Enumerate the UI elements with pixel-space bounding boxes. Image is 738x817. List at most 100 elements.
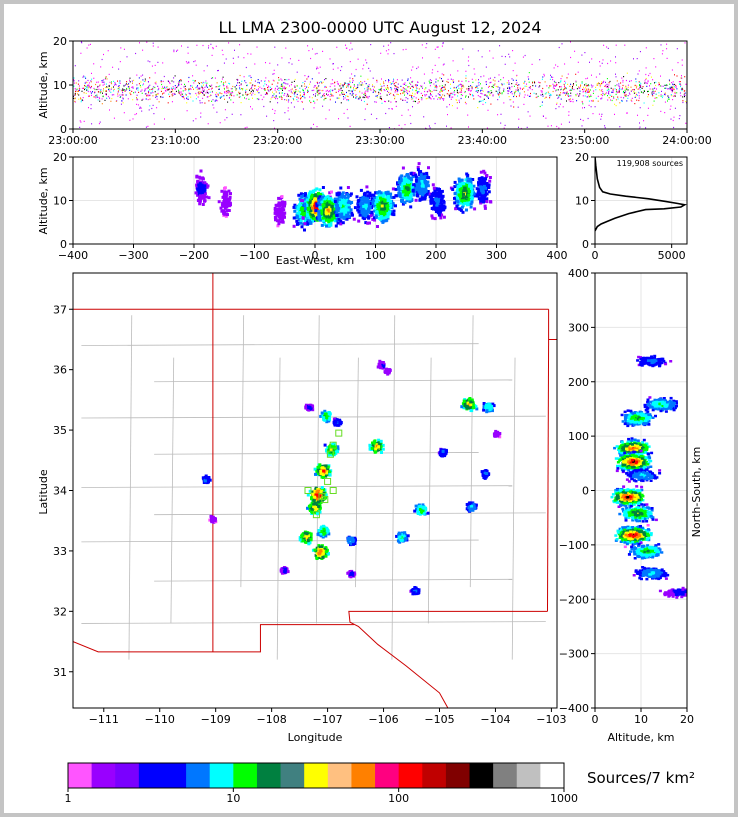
time-height-source-dot bbox=[639, 122, 640, 124]
time-height-source-dot bbox=[99, 100, 101, 102]
time-height-source-dot bbox=[601, 89, 603, 91]
ew-altitude-source-cell bbox=[202, 194, 205, 198]
time-height-source-dot bbox=[379, 83, 381, 85]
time-height-source-dot bbox=[436, 89, 438, 92]
time-height-source-dot bbox=[108, 73, 110, 75]
time-height-source-dot bbox=[345, 44, 346, 46]
ew-altitude-source-cell bbox=[437, 210, 441, 214]
time-height-source-dot bbox=[329, 91, 331, 93]
time-height-source-dot bbox=[599, 89, 601, 91]
time-height-source-dot bbox=[212, 47, 214, 49]
time-height-source-dot bbox=[162, 62, 164, 64]
time-height-source-dot bbox=[266, 92, 267, 94]
time-height-source-dot bbox=[665, 87, 667, 89]
time-height-source-dot bbox=[351, 48, 353, 50]
time-height-source-dot bbox=[245, 98, 247, 100]
ew-altitude-source-cell bbox=[299, 192, 303, 196]
time-height-source-dot bbox=[104, 86, 106, 89]
time-height-source-dot bbox=[548, 93, 550, 95]
time-height-source-dot bbox=[273, 73, 275, 75]
ew-altitude-source-cell bbox=[427, 166, 430, 170]
time-height-source-dot bbox=[211, 100, 213, 102]
time-height-source-dot bbox=[533, 92, 535, 94]
time-height-source-dot bbox=[523, 82, 525, 84]
time-height-source-dot bbox=[315, 87, 317, 89]
time-height-source-dot bbox=[596, 82, 598, 85]
time-height-source-dot bbox=[281, 79, 283, 81]
time-height-source-dot bbox=[672, 99, 674, 101]
time-height-source-dot bbox=[683, 94, 685, 96]
time-height-source-dot bbox=[265, 77, 267, 79]
time-height-source-dot bbox=[330, 93, 332, 95]
ew-altitude-source-cell bbox=[203, 199, 206, 203]
time-height-source-dot bbox=[168, 81, 170, 83]
time-height-source-dot bbox=[216, 100, 218, 102]
time-height-source-dot bbox=[147, 94, 149, 96]
time-height-source-dot bbox=[167, 102, 169, 104]
time-height-source-dot bbox=[232, 57, 234, 59]
time-height-source-dot bbox=[380, 89, 382, 91]
time-height-source-dot bbox=[391, 88, 393, 90]
time-height-source-dot bbox=[122, 92, 124, 94]
time-height-source-dot bbox=[186, 97, 187, 99]
ew-altitude-source-cell bbox=[469, 202, 473, 206]
time-height-source-dot bbox=[449, 96, 451, 98]
ew-altitude-source-cell bbox=[400, 178, 403, 182]
ew-altitude-source-cell bbox=[311, 189, 315, 193]
ew-altitude-source-cell bbox=[374, 213, 378, 217]
time-height-source-dot bbox=[639, 81, 641, 84]
time-height-source-dot bbox=[490, 92, 492, 94]
time-height-source-dot bbox=[146, 95, 148, 97]
ew-altitude-source-cell bbox=[359, 202, 363, 206]
time-height-source-dot bbox=[614, 85, 616, 87]
time-height-source-dot bbox=[372, 91, 374, 93]
time-height-source-dot bbox=[485, 94, 487, 96]
ew-altitude-source-cell bbox=[278, 209, 282, 213]
time-height-source-dot bbox=[204, 102, 206, 104]
time-height-source-dot bbox=[319, 66, 321, 68]
ew-altitude-source-cell bbox=[308, 190, 312, 194]
time-height-source-dot bbox=[594, 106, 596, 108]
time-height-source-dot bbox=[239, 92, 241, 94]
time-height-source-dot bbox=[418, 91, 420, 93]
time-height-source-dot bbox=[388, 79, 390, 81]
time-height-source-dot bbox=[519, 87, 521, 89]
time-height-source-dot bbox=[147, 125, 149, 127]
ew-altitude-source-cell bbox=[339, 222, 343, 226]
time-height-source-dot bbox=[660, 94, 662, 96]
ew-altitude-source-cell bbox=[454, 207, 458, 211]
time-height-source-dot bbox=[167, 80, 169, 82]
time-height-source-dot bbox=[433, 83, 435, 85]
time-height-source-dot bbox=[157, 89, 159, 91]
ew-altitude-source-cell bbox=[342, 200, 346, 204]
time-height-source-dot bbox=[562, 106, 564, 108]
time-height-source-dot bbox=[210, 43, 212, 45]
time-height-source-dot bbox=[503, 83, 505, 85]
ew-altitude-source-cell bbox=[440, 196, 444, 200]
time-height-source-dot bbox=[118, 90, 119, 92]
time-height-source-dot bbox=[568, 95, 570, 97]
time-height-source-dot bbox=[355, 96, 357, 98]
ew-altitude-source-cell bbox=[387, 198, 390, 202]
time-height-source-dot bbox=[568, 111, 570, 113]
time-height-source-dot bbox=[113, 84, 115, 86]
time-height-source-dot bbox=[637, 114, 638, 116]
ew-altitude-source-cell bbox=[409, 205, 413, 209]
time-height-source-dot bbox=[588, 100, 590, 102]
time-height-source-dot bbox=[107, 95, 109, 98]
time-height-source-dot bbox=[316, 52, 318, 55]
time-height-source-dot bbox=[74, 88, 76, 90]
time-height-source-dot bbox=[127, 86, 129, 88]
time-height-source-dot bbox=[223, 95, 225, 97]
ew-altitude-source-cell bbox=[428, 192, 432, 196]
time-height-source-dot bbox=[450, 98, 452, 100]
time-height-source-dot bbox=[580, 118, 582, 120]
time-height-source-dot bbox=[206, 65, 208, 67]
time-height-source-dot bbox=[660, 75, 661, 77]
ew-altitude-source-cell bbox=[359, 188, 363, 192]
time-height-source-dot bbox=[81, 87, 83, 89]
ew-altitude-source-cell bbox=[322, 198, 326, 202]
time-height-source-dot bbox=[393, 94, 395, 97]
time-height-source-dot bbox=[552, 79, 554, 81]
time-height-source-dot bbox=[456, 91, 458, 94]
